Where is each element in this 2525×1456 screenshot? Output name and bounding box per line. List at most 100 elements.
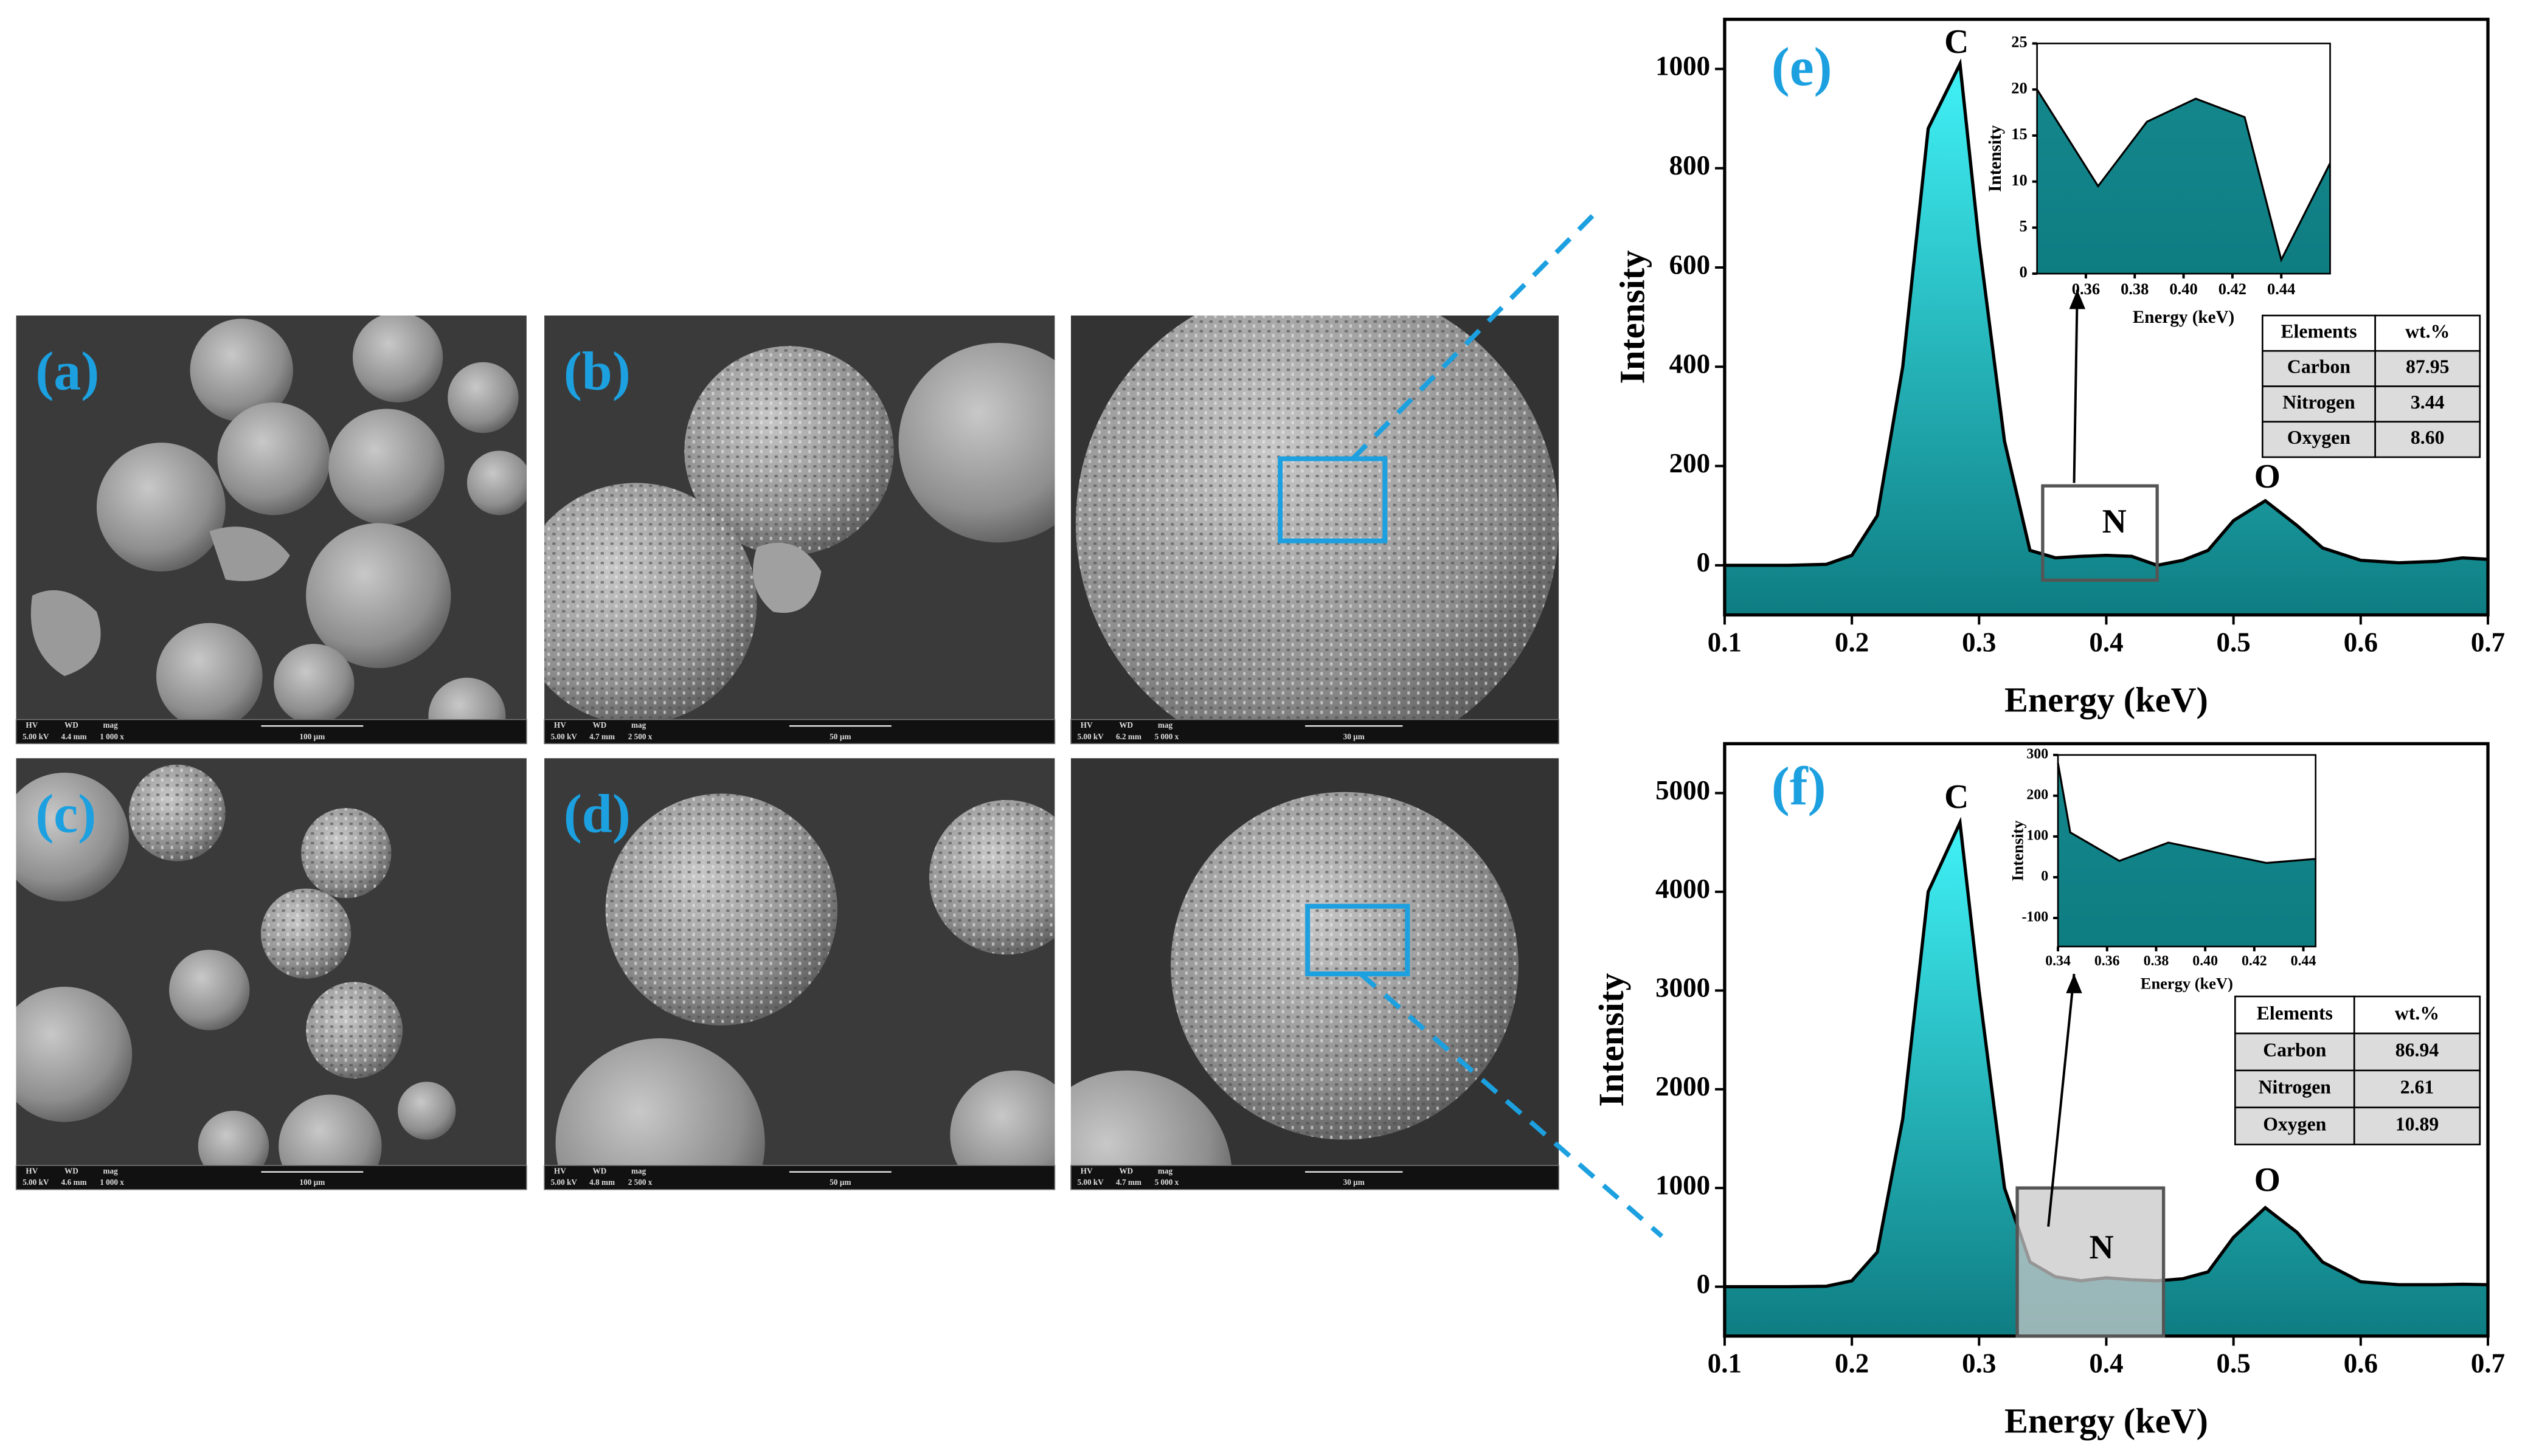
x-tick-label: 0.40 [2169,280,2197,298]
y-tick-label: 5000 [1655,775,1710,806]
info-header: mag [631,720,646,730]
info-bar [15,1165,527,1190]
arrow [2047,973,2076,1227]
chart: 0.36 0.38 0.40 0.42 0.44 0 5 10 15 20 25 Energy (ke… [1986,33,2331,327]
x-tick-label: 0.3 [1962,627,1996,657]
x-tick-label: 0.1 [1708,1348,1742,1379]
table-cell [2262,314,2377,352]
info-value: 5.00 kV [23,1178,49,1187]
table-cell [2374,385,2481,423]
table-text: 8.60 [2411,427,2445,448]
y-tick-label: 10 [2011,171,2027,189]
y-tick-label: 0 [1697,547,1711,578]
chart: 0.34 0.36 0.38 0.40 0.42 0.44 -100 0 100 200 300 En… [2009,746,2317,993]
scale-label: 100 µm [300,732,325,741]
zoom-box [1278,456,1388,543]
table-text: Oxygen [2287,427,2350,448]
sphere-texture [1075,315,1559,744]
info-value: 4.7 mm [1116,1178,1141,1187]
y-tick-label: 300 [2026,746,2048,762]
info-bar [544,1165,1056,1190]
spheres [96,315,527,744]
x-tick-label: 0.34 [2045,953,2071,969]
panel-label: (a) [35,341,99,401]
sphere-texture [128,764,403,1079]
y-tick-label: 200 [2026,787,2048,802]
info-header: WD [1119,1167,1133,1176]
spheres [544,343,1055,725]
x-tick-label: 0.2 [1835,627,1869,657]
area-fill [1724,823,2489,1336]
table-text: Elements [2257,1002,2333,1024]
y-tick-label: 3000 [1655,973,1710,1003]
info-header: HV [26,720,38,730]
area-fill [2037,89,2330,274]
info-value: 5.00 kV [551,732,578,741]
info-value: 4.6 mm [61,1178,87,1187]
y-tick-label: 800 [1669,150,1711,181]
info-bar [1070,719,1560,745]
info-bar [15,719,527,745]
info-value: 2 500 x [628,1178,653,1187]
panel-label: (b) [564,341,631,401]
info-value: 5.00 kV [1077,732,1104,741]
table-cell [2262,421,2377,458]
x-axis-label: Energy (keV) [2133,308,2234,327]
table-text: Carbon [2263,1040,2326,1061]
info-value: 5 000 x [1155,1178,1179,1187]
table-cell [2353,1106,2481,1145]
x-tick-label: 0.38 [2121,280,2149,298]
x-axis-label: Energy (keV) [2004,680,2208,719]
scale-label: 30 µm [1343,732,1365,741]
table-cell [2374,350,2481,387]
y-tick-label: 1000 [1655,51,1710,81]
info-value: 4.8 mm [589,1178,615,1187]
info-value: 4.4 mm [61,732,87,741]
x-tick-label: 0.4 [2089,627,2123,657]
panel-label: (c) [35,784,96,844]
table-text: Nitrogen [2282,392,2355,413]
table-cell [2374,421,2481,458]
table-text: 87.95 [2406,356,2449,378]
info-header: HV [554,1167,566,1176]
y-axis-label: Intensity [1986,125,2005,191]
zoom-connector [1359,971,1664,1238]
info-header: WD [592,720,606,730]
y-tick-label: 0 [2041,868,2048,884]
panel-label: (d) [564,784,631,844]
y-tick-label: 4000 [1655,874,1710,904]
info-value: 1 000 x [100,732,124,741]
x-axis-label: Energy (keV) [2141,975,2233,993]
info-value: 5.00 kV [1077,1178,1104,1187]
y-tick-label: 0 [2020,263,2028,281]
y-tick-label: 400 [1669,349,1711,379]
x-tick-label: 0.44 [2291,953,2316,969]
y-tick-label: 25 [2011,33,2027,51]
y-tick-label: 2000 [1655,1071,1710,1102]
sem-image [1070,758,1559,1190]
info-value: 5.00 kV [551,1178,578,1187]
x-tick-label: 0.4 [2089,1348,2123,1379]
info-header: mag [631,1167,646,1176]
info-header: WD [64,720,78,730]
y-tick-label: 1000 [1655,1170,1710,1200]
scale-label: 100 µm [300,1178,325,1187]
y-tick-label: 200 [1669,448,1711,478]
area-line [2057,762,2316,864]
info-value: 6.2 mm [1116,732,1141,741]
info-value: 1 000 x [100,1178,124,1187]
zoom-connector [1351,212,1596,461]
x-axis-label: Energy (keV) [2004,1401,2208,1441]
x-tick-label: 0.2 [1835,1348,1869,1379]
x-tick-label: 0.3 [1962,1348,1996,1379]
sem-image [544,758,1055,1190]
zoom-box [1305,903,1410,976]
x-tick-label: 0.7 [2471,627,2505,657]
peak-label: O [2254,458,2281,495]
panel-label: (f) [1772,756,1826,816]
y-axis-label: Intensity [2009,820,2027,881]
x-tick-label: 0.1 [1708,627,1742,657]
peak-label: N [2089,1229,2113,1266]
info-header: mag [1158,1167,1173,1176]
y-tick-label: 15 [2011,125,2027,143]
